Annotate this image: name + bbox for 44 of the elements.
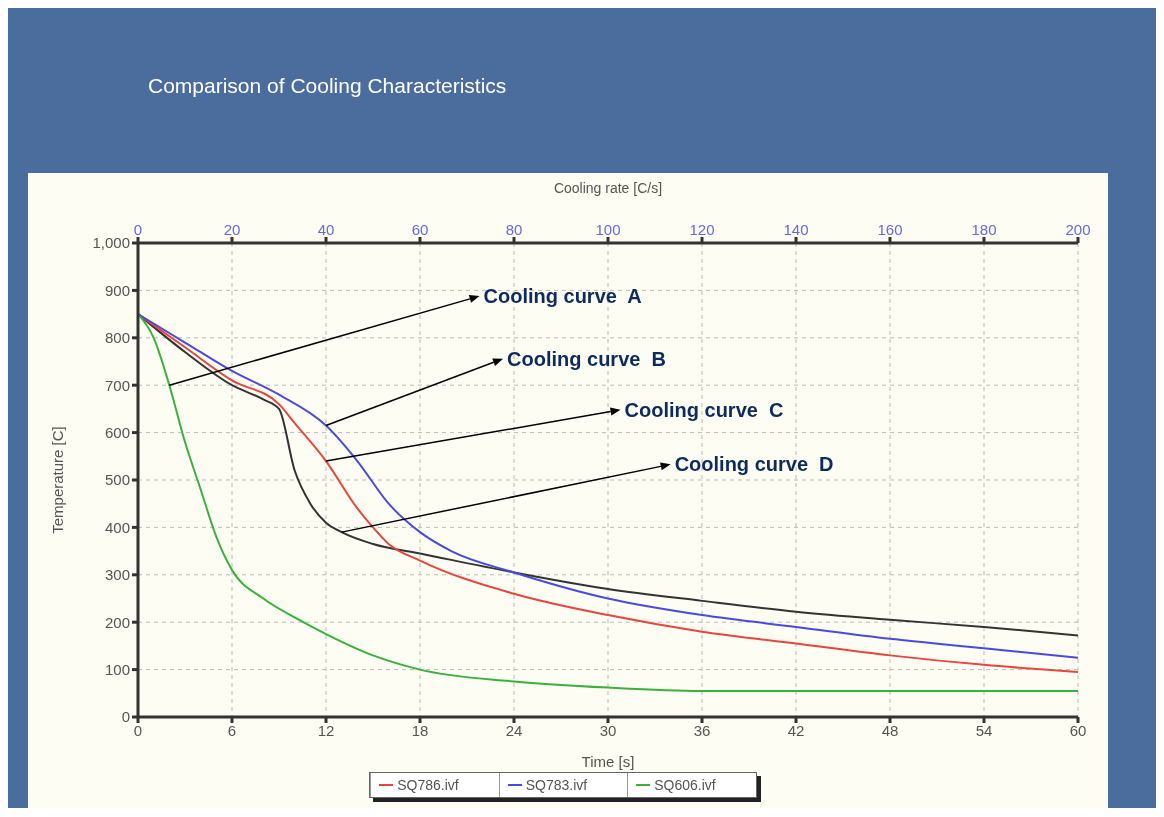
y-tick-label: 100	[104, 660, 130, 678]
chart-title: Comparison of Cooling Characteristics	[148, 74, 507, 98]
x2-tick-label: 140	[783, 221, 809, 238]
y-tick-label: 300	[104, 566, 130, 584]
annotation: Cooling curve D	[674, 453, 834, 476]
x2-tick-label: 0	[133, 221, 143, 238]
annotation: Cooling curve A	[483, 285, 642, 308]
legend-label: SQ606.ivf	[627, 773, 756, 797]
y-tick-label: 200	[104, 613, 130, 631]
x2-tick-label: 160	[877, 221, 903, 238]
x-tick-label: 54	[975, 721, 993, 739]
y-tick-label: 1,000	[92, 234, 130, 252]
annotation: Cooling curve C	[624, 398, 784, 421]
y-tick-label: 500	[104, 471, 130, 489]
y-tick-label: 900	[104, 281, 130, 299]
x-axis-title: Time [s]	[581, 753, 635, 770]
legend-label: SQ783.ivf	[498, 773, 628, 797]
x2-tick-label: 80	[505, 221, 523, 238]
y-tick-label: 800	[104, 329, 130, 347]
x-tick-label: 60	[1069, 721, 1087, 739]
x2-tick-label: 180	[971, 221, 997, 238]
x2-tick-label: 100	[595, 221, 621, 238]
x2-tick-label: 120	[689, 221, 715, 238]
x2-tick-label: 40	[317, 221, 335, 238]
x2-tick-label: 200	[1065, 221, 1091, 238]
y-tick-label: 600	[104, 423, 130, 441]
x-tick-label: 42	[787, 721, 805, 739]
y-tick-label: 700	[104, 376, 130, 394]
x-tick-label: 36	[693, 721, 711, 739]
x-tick-label: 30	[599, 721, 617, 739]
annotation: Cooling curve B	[507, 347, 666, 370]
legend-label: SQ786.ivf	[370, 773, 499, 797]
x-tick-label: 24	[505, 721, 523, 739]
y-axis-title: Temperature [C]	[49, 426, 67, 534]
x-tick-label: 18	[411, 721, 429, 739]
y-tick-label: 0	[121, 708, 130, 726]
x-tick-label: 6	[227, 721, 237, 739]
x-tick-label: 48	[881, 721, 899, 739]
x2-axis-title: Cooling rate [C/s]	[553, 179, 663, 196]
x-tick-label: 0	[133, 721, 143, 739]
x2-tick-label: 60	[411, 221, 429, 238]
y-tick-label: 400	[104, 518, 130, 536]
x2-tick-label: 20	[223, 221, 241, 238]
x-tick-label: 12	[317, 721, 335, 739]
